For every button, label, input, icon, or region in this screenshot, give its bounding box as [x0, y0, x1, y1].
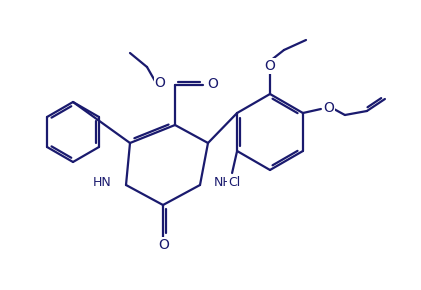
Text: HN: HN [93, 177, 112, 189]
Text: O: O [208, 77, 218, 91]
Text: O: O [264, 59, 275, 73]
Text: O: O [323, 101, 334, 115]
Text: Cl: Cl [228, 175, 240, 188]
Text: NH: NH [214, 177, 233, 189]
Text: O: O [155, 76, 165, 90]
Text: O: O [159, 238, 169, 252]
